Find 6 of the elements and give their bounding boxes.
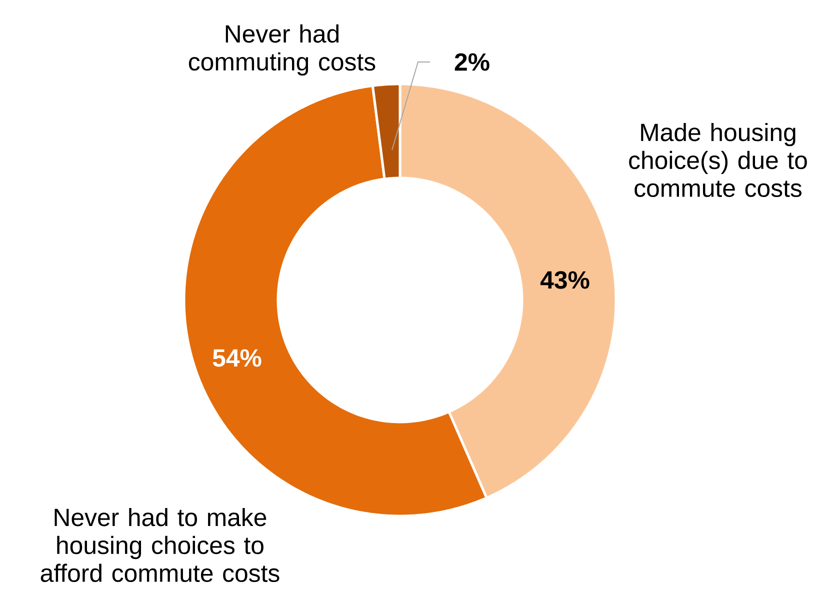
slice-label: Never had to make housing choices to afford commute costs [40,508,280,582]
data-label: 2% [454,53,490,71]
data-label: 54% [212,349,262,367]
data-label: 43% [540,271,590,289]
slice-label: Never had commuting costs [188,24,376,76]
slice-label: Made housing choice(s) due to commute costs [629,122,807,198]
